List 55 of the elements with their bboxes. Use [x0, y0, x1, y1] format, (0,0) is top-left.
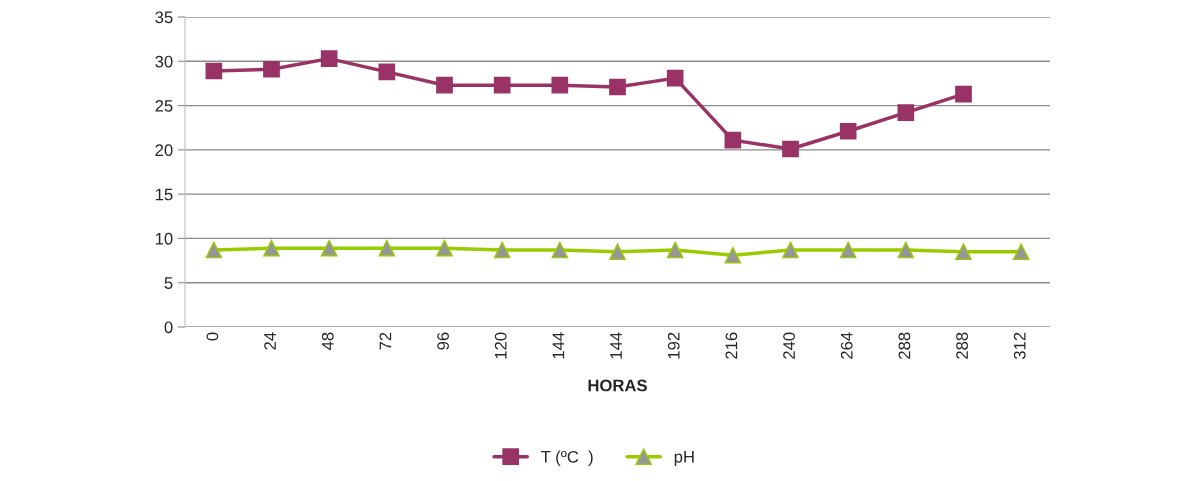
- x-axis-title: HORAS: [588, 379, 647, 392]
- x-tick-label: 96: [437, 332, 449, 350]
- y-tick-label: 20: [155, 144, 173, 157]
- point: [263, 239, 280, 257]
- point: [263, 60, 280, 78]
- point: [551, 241, 569, 259]
- point: [839, 122, 857, 140]
- x-tick-label: 216: [725, 332, 738, 359]
- x-tick-label: 240: [783, 332, 795, 359]
- y-tick-label: 0: [164, 321, 173, 334]
- point: [378, 239, 396, 257]
- point: [493, 76, 511, 94]
- x-tick-label: 264: [840, 332, 853, 359]
- point: [551, 76, 569, 94]
- y-tick-label: 25: [155, 99, 173, 112]
- point: [436, 76, 453, 94]
- y-tick-label: 5: [164, 277, 173, 289]
- point: [609, 243, 626, 261]
- point: [955, 85, 972, 103]
- point: [724, 246, 742, 264]
- point: [320, 50, 338, 67]
- point: [724, 131, 742, 149]
- x-tick-label: 120: [494, 332, 507, 359]
- y-tick-label: 10: [155, 232, 173, 245]
- y-tick-label: 30: [155, 55, 173, 68]
- point: [839, 241, 857, 259]
- x-tick-label: 288: [956, 332, 968, 359]
- x-tick-label: 144: [610, 332, 622, 359]
- point: [205, 241, 223, 259]
- x-tick-label: 48: [321, 332, 334, 351]
- point: [320, 239, 338, 257]
- x-tick-label: 0: [206, 332, 219, 341]
- y-tick-label: 35: [155, 11, 173, 24]
- point: [897, 104, 915, 121]
- x-tick-label: 312: [1013, 332, 1026, 360]
- point: [1012, 243, 1030, 261]
- x-tick-label: 144: [552, 332, 565, 359]
- point: [782, 241, 799, 259]
- x-tick-label: 192: [667, 332, 680, 359]
- point: [436, 239, 453, 257]
- x-tick-label: 72: [379, 332, 392, 350]
- point: [493, 241, 511, 259]
- point: [782, 140, 799, 158]
- y-tick-label: 15: [155, 188, 173, 201]
- legend-label: T (ºC ): [541, 450, 593, 466]
- legend-label: pH: [674, 451, 694, 466]
- point: [897, 241, 915, 259]
- x-tick-label: 288: [898, 332, 911, 359]
- point: [205, 62, 223, 80]
- point: [609, 78, 626, 96]
- point: [955, 243, 972, 261]
- point: [666, 69, 684, 87]
- point: [666, 241, 684, 259]
- point: [378, 63, 396, 81]
- x-tick-label: 24: [264, 332, 276, 350]
